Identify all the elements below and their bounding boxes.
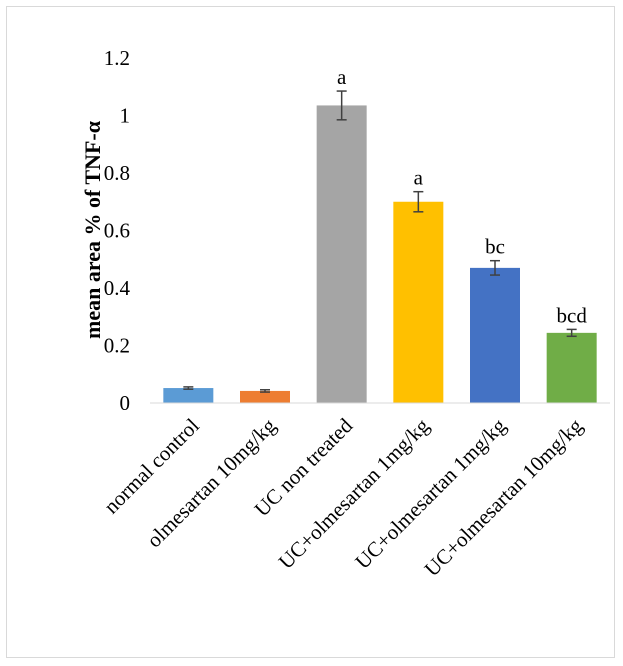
significance-label: bcd: [557, 303, 588, 327]
y-tick-label: 0.8: [104, 161, 130, 185]
bar: [163, 388, 214, 403]
significance-label: bc: [485, 235, 505, 259]
bar: [546, 332, 597, 403]
error-bar: [260, 389, 270, 393]
error-bar: [566, 328, 577, 338]
error-bar: [336, 90, 347, 121]
significance-label: a: [414, 166, 424, 190]
significance-labels: a a bc bcd: [337, 65, 587, 327]
error-bar: [490, 259, 500, 276]
error-bars: [183, 90, 577, 393]
bar: [393, 201, 444, 403]
y-tick-label: 0.4: [104, 276, 131, 300]
y-axis-ticks: 0 0.2 0.4 0.6 0.8 1 1.2: [104, 46, 131, 415]
error-bar: [183, 386, 194, 390]
y-tick-label: 0.6: [104, 219, 130, 243]
bar: [316, 105, 367, 403]
bars: [163, 105, 597, 403]
y-tick-label: 0.2: [104, 334, 130, 358]
category-label: olmesartan 10mg/kg: [142, 413, 281, 552]
error-bar: [413, 190, 424, 213]
significance-label: a: [337, 65, 347, 89]
category-label: UC+olmesartan 10mg/kg: [420, 413, 588, 581]
bar: [240, 390, 290, 403]
category-label: UC+olmesartan 1mg/kg: [274, 413, 435, 574]
y-tick-label: 1: [120, 104, 131, 128]
y-axis-label: mean area % of TNF-α: [80, 120, 105, 339]
bar: [470, 267, 520, 403]
y-tick-label: 0: [120, 391, 131, 415]
y-tick-label: 1.2: [104, 46, 130, 70]
category-label: UC+olmesartan 1mg/kg: [350, 413, 511, 574]
